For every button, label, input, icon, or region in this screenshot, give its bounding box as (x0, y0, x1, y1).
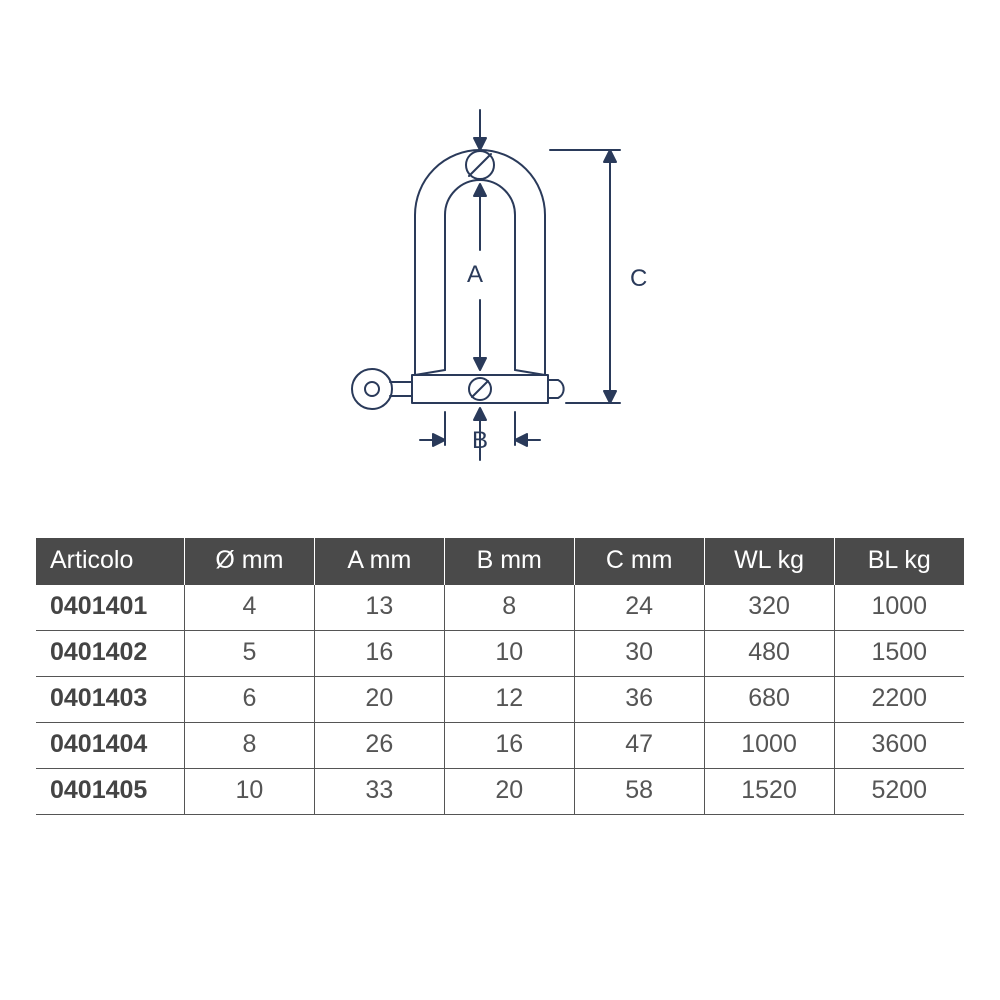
cell-value: 2200 (834, 677, 964, 723)
diagram-label-c: C (630, 265, 647, 292)
cell-value: 4 (184, 585, 314, 631)
cell-value: 1500 (834, 631, 964, 677)
table-row: 0401404 8 26 16 47 1000 3600 (36, 723, 964, 769)
cell-value: 26 (314, 723, 444, 769)
col-header-a: A mm (314, 538, 444, 585)
col-header-wl: WL kg (704, 538, 834, 585)
cell-value: 8 (444, 585, 574, 631)
cell-value: 480 (704, 631, 834, 677)
table-body: 0401401 4 13 8 24 320 1000 0401402 5 16 … (36, 585, 964, 815)
cell-value: 3600 (834, 723, 964, 769)
table-row: 0401403 6 20 12 36 680 2200 (36, 677, 964, 723)
cell-value: 12 (444, 677, 574, 723)
diagram-label-a: A (467, 261, 483, 288)
cell-articolo: 0401402 (36, 631, 184, 677)
col-header-bl: BL kg (834, 538, 964, 585)
col-header-articolo: Articolo (36, 538, 184, 585)
cell-value: 320 (704, 585, 834, 631)
table-row: 0401405 10 33 20 58 1520 5200 (36, 769, 964, 815)
shackle-diagram: A B C (280, 100, 720, 480)
cell-value: 20 (314, 677, 444, 723)
cell-value: 1520 (704, 769, 834, 815)
cell-value: 24 (574, 585, 704, 631)
cell-value: 36 (574, 677, 704, 723)
cell-value: 16 (314, 631, 444, 677)
table-header-row: Articolo Ø mm A mm B mm C mm WL kg BL kg (36, 538, 964, 585)
cell-value: 1000 (834, 585, 964, 631)
cell-value: 13 (314, 585, 444, 631)
col-header-b: B mm (444, 538, 574, 585)
cell-value: 5200 (834, 769, 964, 815)
cell-articolo: 0401403 (36, 677, 184, 723)
col-header-c: C mm (574, 538, 704, 585)
table-row: 0401401 4 13 8 24 320 1000 (36, 585, 964, 631)
cell-value: 30 (574, 631, 704, 677)
col-header-diameter: Ø mm (184, 538, 314, 585)
cell-articolo: 0401404 (36, 723, 184, 769)
cell-value: 10 (444, 631, 574, 677)
cell-value: 33 (314, 769, 444, 815)
diagram-label-b: B (472, 427, 488, 454)
cell-value: 16 (444, 723, 574, 769)
cell-value: 6 (184, 677, 314, 723)
cell-value: 680 (704, 677, 834, 723)
cell-value: 5 (184, 631, 314, 677)
cell-value: 1000 (704, 723, 834, 769)
page: A B C Articolo Ø mm A mm B mm C mm WL kg (0, 0, 1000, 1000)
cell-value: 20 (444, 769, 574, 815)
cell-articolo: 0401401 (36, 585, 184, 631)
cell-value: 58 (574, 769, 704, 815)
spec-table-container: Articolo Ø mm A mm B mm C mm WL kg BL kg… (36, 538, 964, 815)
table-row: 0401402 5 16 10 30 480 1500 (36, 631, 964, 677)
cell-value: 47 (574, 723, 704, 769)
cell-value: 8 (184, 723, 314, 769)
spec-table: Articolo Ø mm A mm B mm C mm WL kg BL kg… (36, 538, 964, 815)
cell-value: 10 (184, 769, 314, 815)
cell-articolo: 0401405 (36, 769, 184, 815)
